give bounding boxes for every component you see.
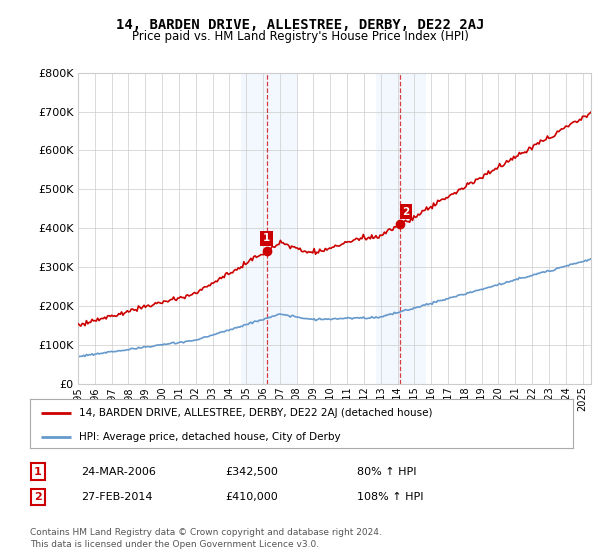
- Text: 1: 1: [34, 466, 41, 477]
- Bar: [376, 73, 426, 384]
- Text: Price paid vs. HM Land Registry's House Price Index (HPI): Price paid vs. HM Land Registry's House …: [131, 30, 469, 43]
- Text: £342,500: £342,500: [225, 466, 278, 477]
- Text: 108% ↑ HPI: 108% ↑ HPI: [357, 492, 424, 502]
- Text: Contains HM Land Registry data © Crown copyright and database right 2024.
This d: Contains HM Land Registry data © Crown c…: [30, 528, 382, 549]
- Text: 80% ↑ HPI: 80% ↑ HPI: [357, 466, 416, 477]
- Bar: [241, 73, 296, 384]
- Text: 1: 1: [263, 233, 271, 243]
- Text: 27-FEB-2014: 27-FEB-2014: [81, 492, 152, 502]
- Text: £410,000: £410,000: [225, 492, 278, 502]
- Text: HPI: Average price, detached house, City of Derby: HPI: Average price, detached house, City…: [79, 432, 340, 442]
- Text: 24-MAR-2006: 24-MAR-2006: [81, 466, 156, 477]
- Text: 2: 2: [403, 207, 410, 217]
- Text: 2: 2: [34, 492, 41, 502]
- Text: 14, BARDEN DRIVE, ALLESTREE, DERBY, DE22 2AJ (detached house): 14, BARDEN DRIVE, ALLESTREE, DERBY, DE22…: [79, 408, 433, 418]
- Text: 14, BARDEN DRIVE, ALLESTREE, DERBY, DE22 2AJ: 14, BARDEN DRIVE, ALLESTREE, DERBY, DE22…: [116, 18, 484, 32]
